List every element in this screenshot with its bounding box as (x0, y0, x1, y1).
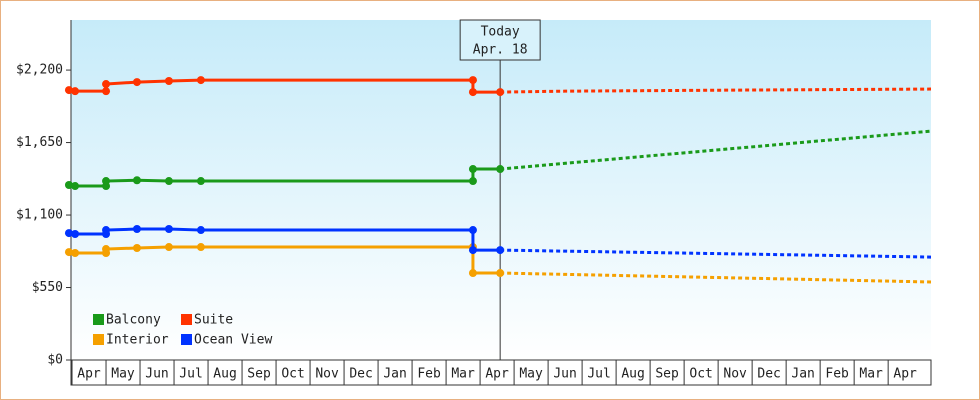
plot-area (71, 20, 931, 360)
x-tick-label: Jan (383, 367, 406, 382)
forecast-line (500, 129, 932, 171)
price-point (71, 230, 80, 239)
y-tick-label: $1,650 (16, 135, 63, 150)
x-tick-label: Oct (689, 367, 712, 382)
price-point (468, 177, 477, 186)
price-point (132, 243, 141, 252)
price-point (71, 87, 80, 96)
legend-swatch (93, 334, 104, 345)
legend-label: Suite (194, 313, 233, 328)
x-tick-label: Nov (315, 367, 339, 382)
x-tick-label: Apr (77, 367, 101, 382)
x-tick-label: Sep (247, 367, 271, 382)
today-box (459, 19, 541, 61)
x-tick-label: Nov (723, 367, 747, 382)
x-tick-label: Dec (349, 367, 372, 382)
x-tick-label: Jun (145, 367, 168, 382)
y-tick-label: $0 (47, 353, 63, 368)
price-point (132, 225, 141, 234)
price-point (468, 76, 477, 85)
price-point (468, 246, 477, 255)
price-point (164, 225, 173, 234)
legend-swatch (181, 314, 192, 325)
y-tick-label: $2,200 (16, 63, 63, 78)
price-point (71, 182, 80, 191)
legend-label: Balcony (106, 313, 161, 328)
price-point (496, 165, 505, 174)
legend-label: Interior (106, 333, 169, 348)
x-tick-label: Feb (825, 367, 849, 382)
x-tick-label: Apr (485, 367, 509, 382)
x-axis-box (70, 359, 932, 386)
price-point (132, 78, 141, 87)
price-point (64, 229, 73, 238)
price-line (68, 227, 501, 252)
forecast-line (500, 248, 932, 259)
price-point (102, 226, 111, 235)
price-point (496, 269, 505, 278)
y-tick-label: $550 (32, 280, 63, 295)
price-point (468, 88, 477, 97)
x-tick-label: Feb (417, 367, 441, 382)
x-tick-label: May (519, 367, 543, 382)
x-tick-label: Oct (281, 367, 304, 382)
x-tick-label: Mar (451, 367, 475, 382)
price-point (102, 245, 111, 254)
price-line (68, 78, 501, 94)
y-tick-label: $1,100 (16, 208, 63, 223)
x-tick-label: Jan (791, 367, 814, 382)
x-tick-label: Aug (213, 367, 236, 382)
price-point (496, 246, 505, 255)
x-tick-label: Jul (179, 367, 202, 382)
price-point (64, 248, 73, 257)
price-point (196, 243, 205, 252)
forecast-line (500, 271, 932, 284)
legend-swatch (93, 314, 104, 325)
price-point (164, 77, 173, 86)
price-point (102, 80, 111, 89)
today-label: Today (481, 25, 520, 40)
price-point (196, 76, 205, 85)
price-line (68, 245, 501, 275)
x-tick-label: Sep (655, 367, 679, 382)
x-tick-label: Mar (859, 367, 883, 382)
price-point (102, 177, 111, 186)
price-line (68, 167, 501, 188)
price-point (164, 177, 173, 186)
legend-label: Ocean View (194, 333, 272, 348)
price-point (196, 177, 205, 186)
price-point (102, 87, 111, 96)
price-point (64, 180, 73, 189)
price-point (496, 88, 505, 97)
x-tick-label: Apr (893, 367, 917, 382)
price-point (164, 243, 173, 252)
x-tick-label: May (111, 367, 135, 382)
price-point (64, 86, 73, 95)
today-label: Apr. 18 (473, 43, 528, 58)
price-point (468, 269, 477, 278)
x-tick-label: Dec (757, 367, 780, 382)
price-point (196, 226, 205, 235)
forecast-line (500, 87, 932, 94)
price-point (468, 165, 477, 174)
x-tick-label: Jun (553, 367, 576, 382)
price-point (468, 226, 477, 235)
legend-swatch (181, 334, 192, 345)
x-tick-label: Jul (587, 367, 610, 382)
x-tick-label: Aug (621, 367, 644, 382)
price-point (71, 248, 80, 257)
price-point (132, 176, 141, 185)
